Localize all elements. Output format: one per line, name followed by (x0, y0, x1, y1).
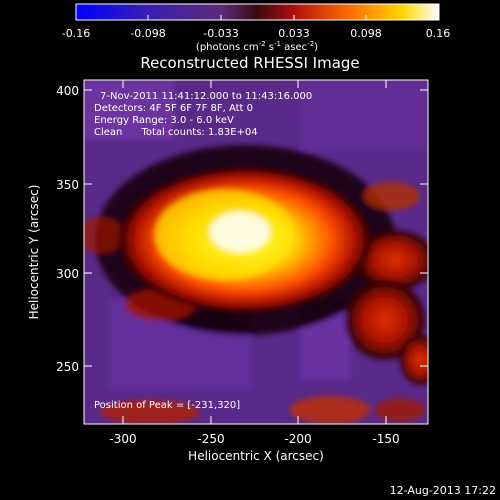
colorbar: -0.16 -0.098 -0.033 0.033 0.098 0.16 (ph… (62, 3, 451, 53)
colorbar-tick-label: 0.033 (278, 27, 310, 40)
plot-title: Reconstructed RHESSI Image (140, 54, 359, 72)
colorbar-tick-label: 0.16 (426, 27, 451, 40)
rhessi-image (84, 80, 428, 424)
annotation-time-range: 7-Nov-2011 11:41:12.000 to 11:43:16.000 (100, 91, 312, 102)
colorbar-tick-label: -0.033 (203, 27, 238, 40)
footer-timestamp: 12-Aug-2013 17:22 (390, 484, 496, 497)
x-tick-label: -200 (284, 432, 311, 446)
x-tick-label: -250 (197, 432, 224, 446)
x-tick-label: -300 (109, 432, 136, 446)
x-axis-label: Heliocentric X (arcsec) (188, 449, 324, 463)
colorbar-tick-label: -0.098 (130, 27, 165, 40)
x-tick-label: -150 (372, 432, 399, 446)
annotation-energy-range: Energy Range: 3.0 - 6.0 keV (94, 115, 234, 126)
annotation-detectors: Detectors: 4F 5F 6F 7F 8F, Att 0 (94, 103, 253, 114)
colorbar-ticks (75, 15, 439, 20)
y-axis-label: Heliocentric Y (arcsec) (27, 185, 41, 320)
plot-frame (83, 79, 429, 425)
colorbar-gradient (75, 3, 440, 21)
colorbar-tick-label: 0.098 (350, 27, 382, 40)
y-tick-label: 400 (56, 84, 79, 98)
y-tick-label: 250 (56, 360, 79, 374)
colorbar-unit-label: (photons cm-2 s-1 asec-2) (196, 40, 318, 53)
y-tick-label: 300 (56, 267, 79, 281)
colorbar-tick-label: -0.16 (62, 27, 90, 40)
axis-ticks (84, 80, 428, 424)
y-tick-label: 350 (56, 178, 79, 192)
peak-position-label: Position of Peak = [-231,320] (94, 400, 240, 411)
annotation-clean-counts: Clean Total counts: 1.83E+04 (94, 127, 258, 138)
